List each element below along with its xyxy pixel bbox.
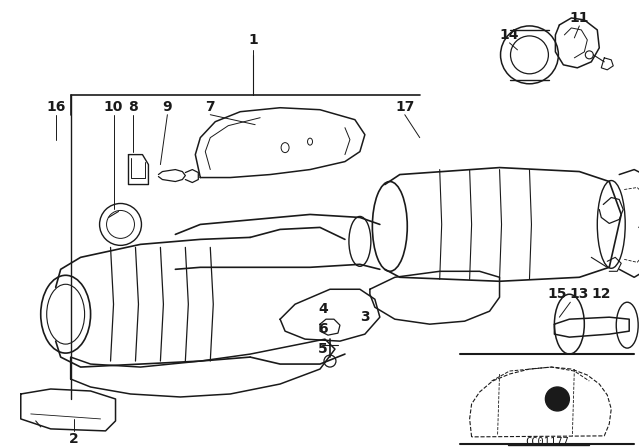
Text: 1: 1 (248, 33, 258, 47)
Text: 5: 5 (318, 342, 328, 356)
Text: 8: 8 (129, 100, 138, 114)
Text: 10: 10 (104, 100, 124, 114)
Text: 13: 13 (570, 287, 589, 301)
Text: 16: 16 (46, 100, 65, 114)
Text: 17: 17 (395, 100, 415, 114)
Text: 11: 11 (570, 11, 589, 25)
Text: 4: 4 (318, 302, 328, 316)
Circle shape (545, 387, 570, 411)
Text: 7: 7 (205, 100, 215, 114)
Text: 2: 2 (68, 432, 79, 446)
Text: 3: 3 (360, 310, 370, 324)
Text: 12: 12 (591, 287, 611, 301)
Text: 9: 9 (163, 100, 172, 114)
Text: 15: 15 (548, 287, 567, 301)
Text: 6: 6 (318, 322, 328, 336)
Text: 14: 14 (500, 28, 519, 42)
Text: CC01177: CC01177 (525, 437, 570, 447)
